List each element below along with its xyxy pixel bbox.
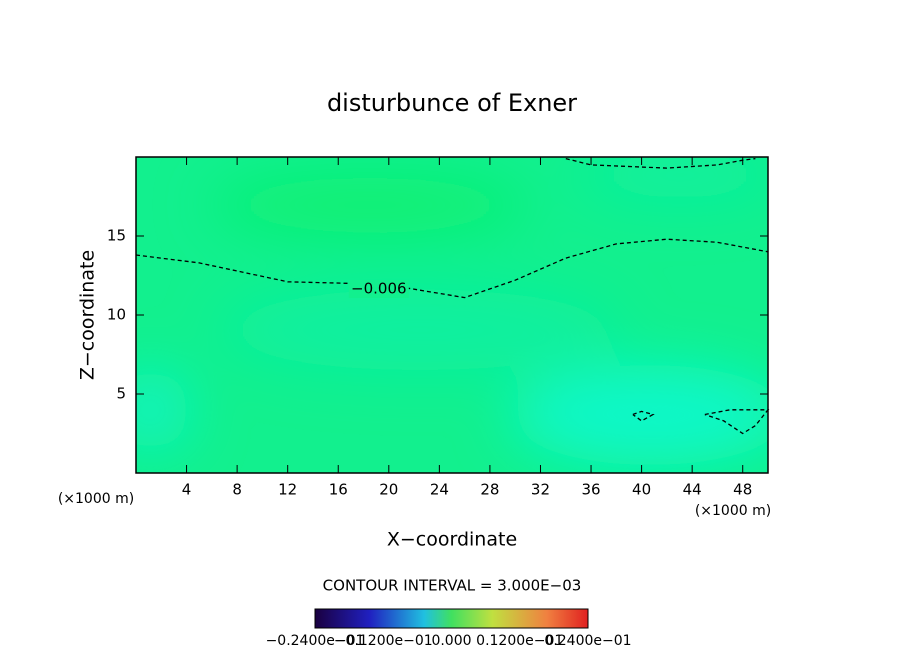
contour-line	[704, 409, 770, 435]
colorbar-label: 0.000	[431, 633, 471, 649]
contour-line	[632, 410, 655, 422]
contour-label-gap	[348, 279, 409, 298]
contour-label: −0.006	[351, 279, 407, 297]
y-tick-label: 10	[107, 306, 126, 324]
x-axis-label: X−coordinate	[387, 529, 517, 551]
x-tick-label: 40	[632, 481, 651, 499]
plot-area: −0.006	[135, 157, 770, 435]
contour-line	[565, 157, 756, 169]
colorbar-label: 0.1200e−01	[476, 633, 563, 649]
colorbar-label: −0.2400e−01	[266, 633, 365, 649]
y-axis-label: Z−coordinate	[77, 250, 99, 380]
x-tick-label: 24	[430, 481, 449, 499]
y-tick-label: 5	[116, 385, 126, 403]
contour-interval: CONTOUR INTERVAL = 3.000E−03	[323, 577, 582, 595]
colorbar	[314, 608, 589, 629]
x-tick-label: 36	[581, 481, 600, 499]
x-tick-label: 8	[232, 481, 242, 499]
x-tick-label: 44	[683, 481, 702, 499]
x-tick-label: 20	[379, 481, 398, 499]
x-tick-label: 28	[480, 481, 499, 499]
colorbar-label: 0.2400e−01	[544, 633, 631, 649]
x-tick-label: 48	[733, 481, 752, 499]
y-unit-label: (×1000 m)	[58, 491, 134, 507]
field	[136, 157, 768, 473]
y-tick-label: 15	[107, 227, 126, 245]
contour-line	[135, 238, 769, 299]
x-tick-label: 16	[329, 481, 348, 499]
colorbar-labels: −0.2400e−01−0.1200e−010.000 0.1200e−010.2…	[266, 633, 632, 649]
x-tick-label: 4	[182, 481, 192, 499]
x-tick-label: 12	[278, 481, 297, 499]
x-unit-label: (×1000 m)	[695, 503, 771, 519]
x-tick-label: 32	[531, 481, 550, 499]
colorbar-label: −0.1200e−01	[334, 633, 433, 649]
chart-title: disturbunce of Exner	[327, 89, 577, 117]
